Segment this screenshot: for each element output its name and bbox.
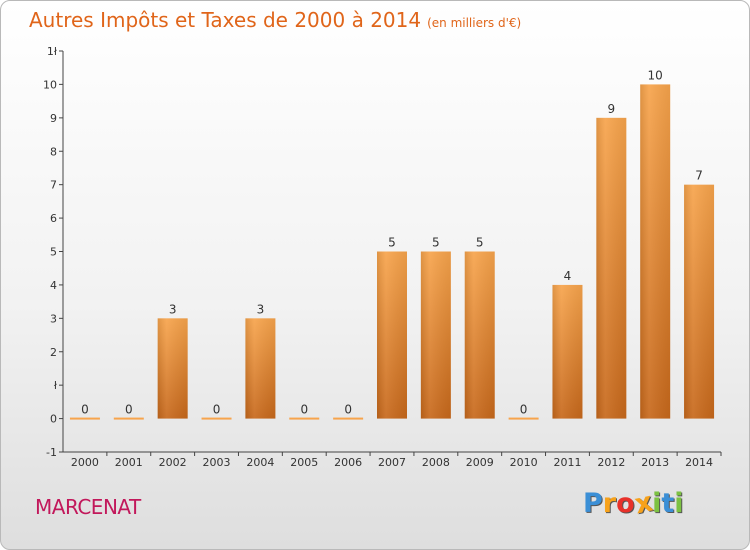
bar-shade: [377, 251, 407, 419]
y-tick-label: 8: [50, 145, 57, 158]
data-label: 3: [169, 302, 177, 316]
data-label: 9: [608, 102, 616, 116]
x-tick-label: 2014: [685, 456, 713, 469]
data-label: 4: [564, 269, 572, 283]
data-label: 0: [344, 403, 352, 417]
proxiti-logo: Proxiti: [583, 487, 684, 521]
y-tick-label: 10: [43, 78, 57, 91]
y-tick-label: 0: [50, 413, 57, 426]
x-tick-label: 2003: [203, 456, 231, 469]
y-tick-label: 6: [50, 212, 57, 225]
x-tick-label: 2006: [334, 456, 362, 469]
data-label: 0: [213, 403, 221, 417]
data-label: 5: [432, 236, 440, 250]
logo-letter: i: [674, 488, 684, 519]
y-tick-label: 1ł: [47, 45, 58, 58]
bar-shade: [245, 318, 276, 419]
x-tick-label: 2010: [510, 456, 538, 469]
data-label: 0: [81, 403, 89, 417]
bar-shade: [552, 284, 583, 419]
x-tick-label: 2001: [115, 456, 143, 469]
bar-shade: [596, 117, 627, 419]
chart-title-unit: (en milliers d'€): [427, 16, 522, 30]
data-label: 5: [388, 236, 396, 250]
x-tick-label: 2005: [290, 456, 318, 469]
data-label: 10: [648, 68, 663, 82]
bar-shade: [640, 84, 671, 419]
bar-zero: [289, 417, 320, 420]
x-tick-label: 2004: [246, 456, 274, 469]
logo-letter: i: [652, 488, 662, 519]
x-tick-label: 2000: [71, 456, 99, 469]
x-tick-label: 2011: [553, 456, 581, 469]
chart-title-main: Autres Impôts et Taxes de 2000 à 2014: [29, 8, 422, 32]
y-tick-label: 3: [50, 312, 57, 325]
y-tick-label: 5: [50, 246, 57, 259]
bar-zero: [69, 417, 100, 420]
data-label: 7: [695, 169, 703, 183]
y-tick-label: 9: [50, 112, 57, 125]
bar-zero: [508, 417, 539, 420]
data-label: 3: [257, 302, 265, 316]
x-tick-label: 2008: [422, 456, 450, 469]
data-label: 0: [300, 403, 308, 417]
bar-zero: [201, 417, 232, 420]
y-tick-label: 2: [50, 346, 57, 359]
data-label: 5: [476, 236, 484, 250]
logo-letter: P: [583, 488, 603, 519]
bar-shade: [684, 184, 715, 419]
logo-letter: o: [616, 488, 635, 519]
x-tick-label: 2009: [466, 456, 494, 469]
y-tick-label: 4: [50, 279, 57, 292]
bar-zero: [113, 417, 144, 420]
x-tick-label: 2007: [378, 456, 406, 469]
x-tick-label: 2013: [641, 456, 669, 469]
commune-name: MARCENAT: [35, 495, 141, 519]
bar-shade: [157, 318, 188, 419]
y-tick-label: -1: [46, 446, 57, 459]
bar-shade: [420, 251, 451, 419]
y-tick-label: 7: [50, 179, 57, 192]
logo-letter: t: [661, 488, 675, 519]
x-tick-label: 2002: [159, 456, 187, 469]
data-label: 0: [520, 403, 528, 417]
y-tick-label: ł: [54, 379, 58, 392]
data-label: 0: [125, 403, 133, 417]
x-tick-label: 2012: [597, 456, 625, 469]
bar-shade: [464, 251, 495, 419]
logo-letter: r: [602, 488, 617, 519]
chart-title: Autres Impôts et Taxes de 2000 à 2014 (en…: [29, 8, 521, 32]
bar-zero: [333, 417, 364, 420]
